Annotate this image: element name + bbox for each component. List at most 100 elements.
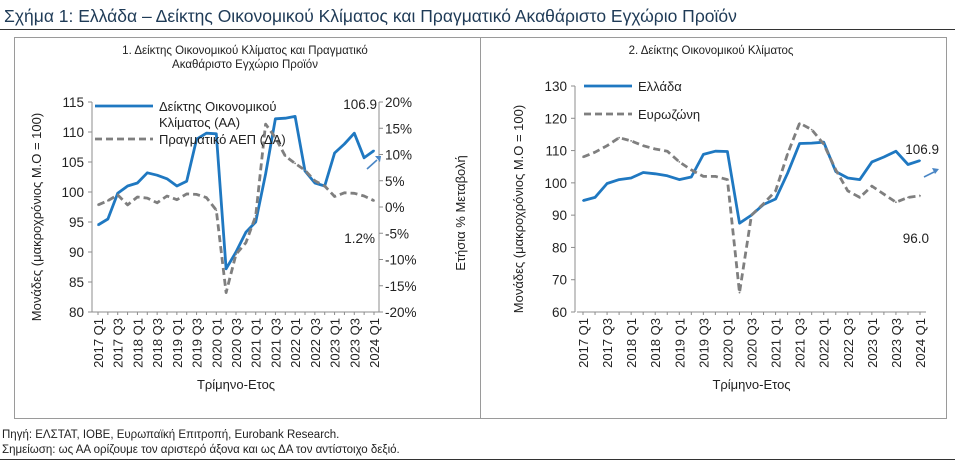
- y-tick-left-label: 90: [552, 208, 567, 223]
- trend-arrow-shaft: [366, 159, 378, 170]
- bottom-rule: [0, 459, 955, 460]
- y-tick-left-label: 80: [552, 240, 567, 255]
- data-point: [333, 152, 336, 154]
- y-axis-right-title: Ετήσια % Μεταβολή: [453, 155, 468, 271]
- data-point: [919, 159, 921, 162]
- data-point: [582, 156, 584, 158]
- data-point: [834, 169, 837, 171]
- data-point: [97, 224, 99, 226]
- x-tick-label: 2018 Q3: [648, 318, 663, 368]
- data-point: [353, 192, 356, 195]
- data-point: [618, 178, 620, 181]
- data-point: [702, 175, 705, 178]
- data-point: [871, 161, 873, 163]
- y-tick-left-label: 95: [69, 215, 84, 230]
- x-tick-label: 2022 Q1: [288, 318, 303, 368]
- data-point: [690, 169, 693, 171]
- data-point: [666, 174, 669, 177]
- top-rule: [0, 29, 955, 30]
- data-point: [146, 197, 149, 200]
- data-point: [195, 193, 198, 196]
- trend-arrow-head: [932, 168, 939, 174]
- data-point: [363, 156, 365, 159]
- y-tick-right-label: 10%: [385, 148, 412, 163]
- data-point: [166, 177, 168, 180]
- data-point: [678, 178, 681, 181]
- y-tick-right-label: -20%: [385, 305, 417, 320]
- data-point: [786, 152, 789, 155]
- data-point: [284, 117, 287, 120]
- data-point: [146, 171, 149, 174]
- data-point: [642, 171, 645, 174]
- data-point: [274, 117, 277, 120]
- x-tick-label: 2023 Q3: [347, 318, 362, 368]
- x-tick-label: 2019 Q1: [672, 318, 687, 368]
- y-tick-right-label: 15%: [385, 121, 412, 136]
- x-tick-label: 2020 Q1: [209, 318, 224, 368]
- trend-arrow-shaft: [923, 171, 935, 178]
- x-tick-label: 2020 Q3: [745, 318, 760, 368]
- x-tick-label: 2021 Q3: [268, 318, 283, 368]
- data-point: [714, 175, 717, 178]
- data-point: [726, 178, 729, 181]
- y-tick-right-label: -10%: [385, 253, 417, 268]
- data-point: [594, 151, 596, 154]
- data-point: [126, 185, 129, 187]
- x-tick-label: 2019 Q3: [190, 318, 205, 368]
- data-point: [343, 143, 346, 145]
- data-point: [606, 144, 608, 147]
- data-point: [594, 196, 596, 199]
- data-point: [215, 209, 218, 212]
- x-tick-label: 2020 Q1: [720, 318, 735, 368]
- data-point: [642, 144, 645, 147]
- data-point: [810, 128, 813, 131]
- x-tick-label: 2017 Q1: [91, 318, 106, 368]
- y-axis-left-title: Μονάδες (μακροχρόνιος Μ.Ο = 100): [29, 113, 44, 321]
- figure-title: Σχήμα 1: Ελλάδα – Δείκτης Οικονομικού Κλ…: [4, 6, 737, 26]
- series-line-primary: [582, 140, 921, 225]
- data-point: [294, 115, 296, 118]
- data-point: [176, 198, 178, 201]
- data-point: [373, 199, 375, 202]
- y-tick-left-label: 80: [69, 305, 84, 320]
- data-point: [264, 123, 267, 125]
- data-point: [690, 176, 693, 178]
- x-tick-label: 2021 Q3: [793, 318, 808, 368]
- data-point: [225, 267, 228, 270]
- y-tick-right-label: 5%: [385, 174, 405, 189]
- data-point: [798, 142, 801, 145]
- data-point: [363, 195, 365, 197]
- data-point: [245, 241, 247, 244]
- y-tick-right-label: -5%: [385, 226, 409, 241]
- legend-label: Πραγματικό ΑΕΠ (ΔΑ): [159, 132, 286, 147]
- data-point: [353, 132, 356, 135]
- y-tick-left-label: 100: [544, 176, 567, 191]
- data-point: [343, 191, 346, 194]
- data-point: [774, 198, 777, 200]
- data-point: [858, 196, 861, 199]
- source-note: Πηγή: ΕΛΣΤΑΤ, ΙΟΒΕ, Ευρωπαϊκή Επιτροπή, …: [2, 429, 340, 441]
- data-point: [618, 136, 620, 139]
- data-point: [235, 253, 237, 256]
- x-tick-label: 2022 Q3: [308, 318, 323, 368]
- legend-label-line1: Δείκτης Οικονομικού: [159, 99, 276, 114]
- y-tick-left-label: 105: [61, 155, 84, 170]
- data-point: [907, 163, 909, 166]
- data-point: [116, 194, 119, 196]
- annotation-label: 96.0: [903, 231, 929, 246]
- data-point: [666, 150, 669, 153]
- data-point: [166, 195, 168, 197]
- data-point: [798, 122, 801, 124]
- data-point: [185, 180, 188, 183]
- data-point: [702, 153, 705, 156]
- y-tick-left-label: 115: [62, 95, 84, 110]
- data-point: [678, 161, 681, 163]
- data-point: [630, 140, 632, 142]
- data-point: [126, 204, 129, 206]
- y-tick-left-label: 100: [61, 185, 84, 200]
- series-line-secondary: [582, 121, 921, 295]
- data-point: [254, 215, 257, 217]
- data-point: [225, 291, 228, 294]
- data-point: [136, 182, 139, 184]
